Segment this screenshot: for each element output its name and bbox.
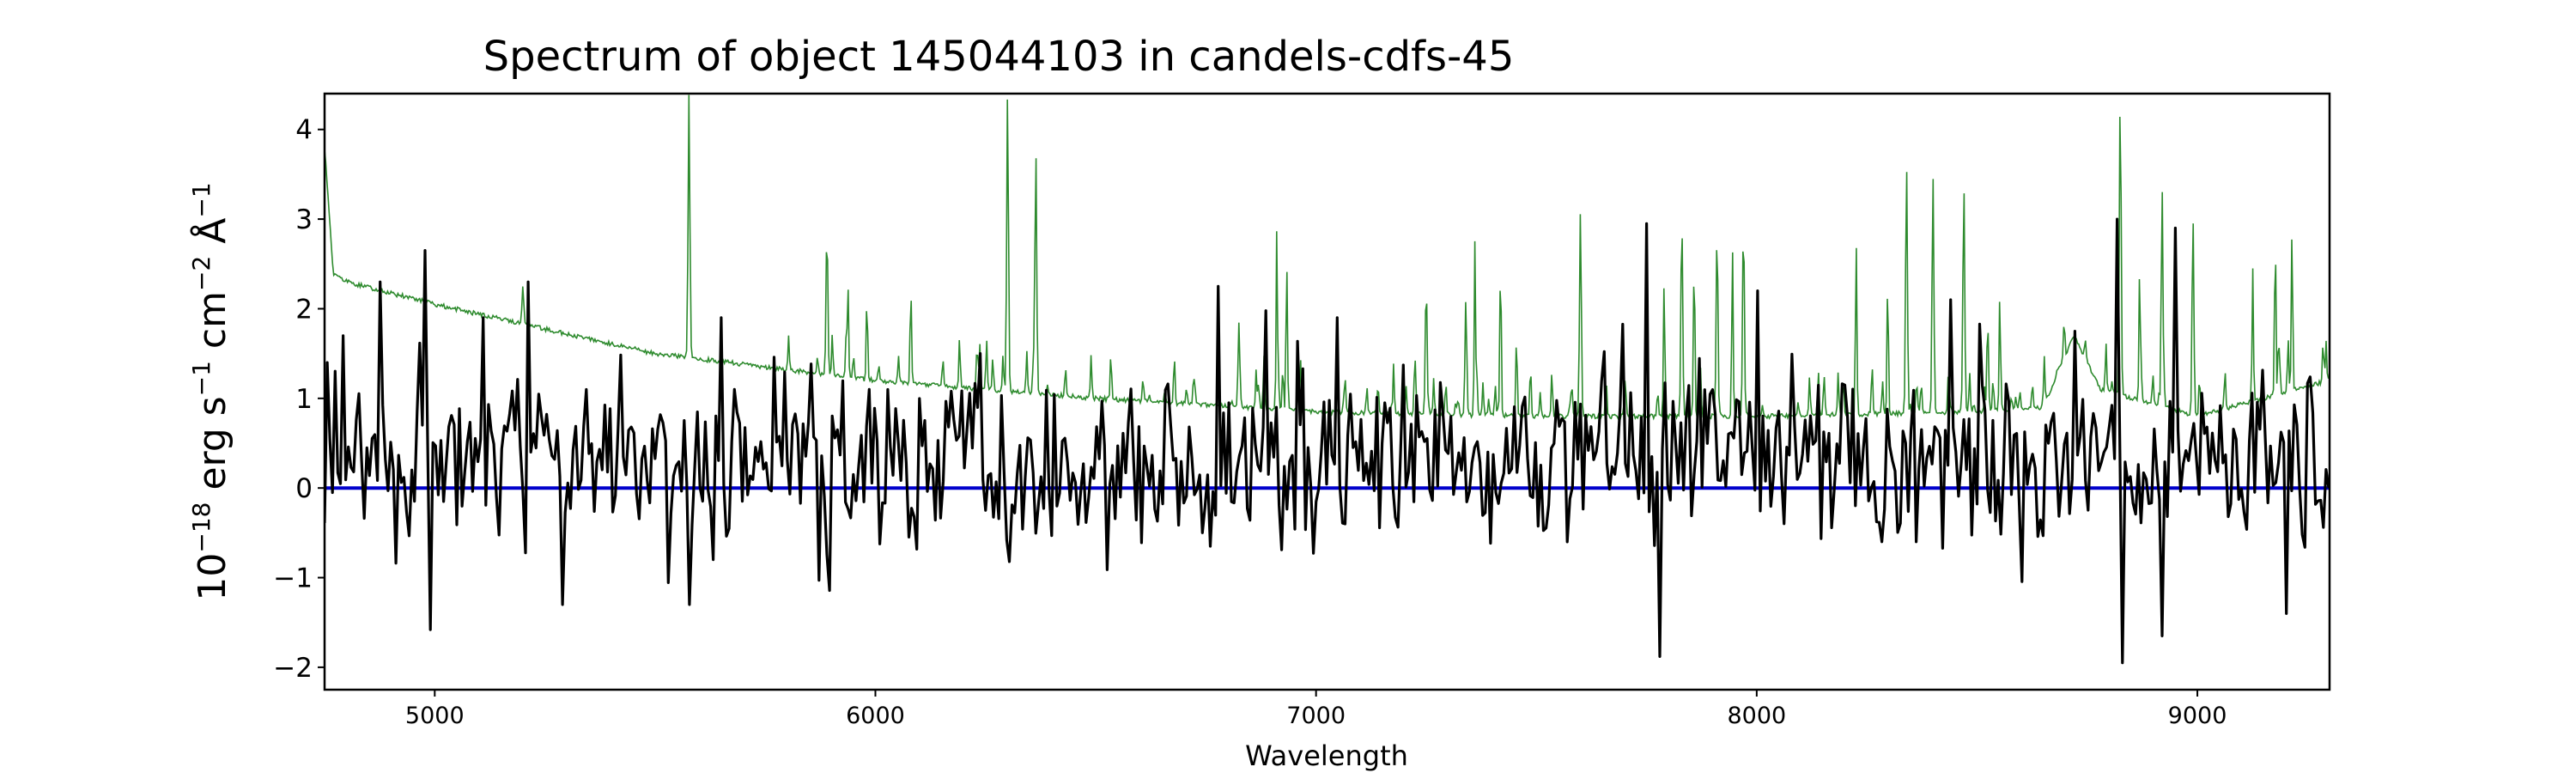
x-tick-label-8000: 8000 (1727, 703, 1786, 729)
model-spectrum-line (325, 94, 2330, 421)
y-tick-label-0: 0 (295, 473, 313, 504)
x-tick-label-7000: 7000 (1286, 703, 1346, 729)
x-tick-label-6000: 6000 (846, 703, 905, 729)
x-axis: 5000 6000 7000 8000 9000 (405, 690, 2227, 729)
x-tick-label-5000: 5000 (405, 703, 465, 729)
x-tick-label-9000: 9000 (2168, 703, 2227, 729)
y-tick-label--1: −1 (273, 563, 313, 594)
y-tick-label-3: 3 (295, 204, 313, 235)
y-axis: −2 −1 0 1 2 3 4 (273, 115, 325, 684)
y-tick-label-1: 1 (295, 384, 313, 415)
y-tick-label--2: −2 (273, 653, 313, 684)
y-axis-label: 10−18 erg s−1 cm−2 Å−1 (187, 182, 234, 600)
flux-spectrum-line (325, 217, 2330, 665)
chart-title: Spectrum of object 145044103 in candels-… (483, 33, 1515, 81)
y-tick-label-4: 4 (295, 115, 313, 146)
plot-area (323, 92, 2331, 691)
y-tick-label-2: 2 (295, 294, 313, 325)
x-axis-label: Wavelength (1245, 740, 1408, 772)
axes-frame (323, 92, 2331, 691)
